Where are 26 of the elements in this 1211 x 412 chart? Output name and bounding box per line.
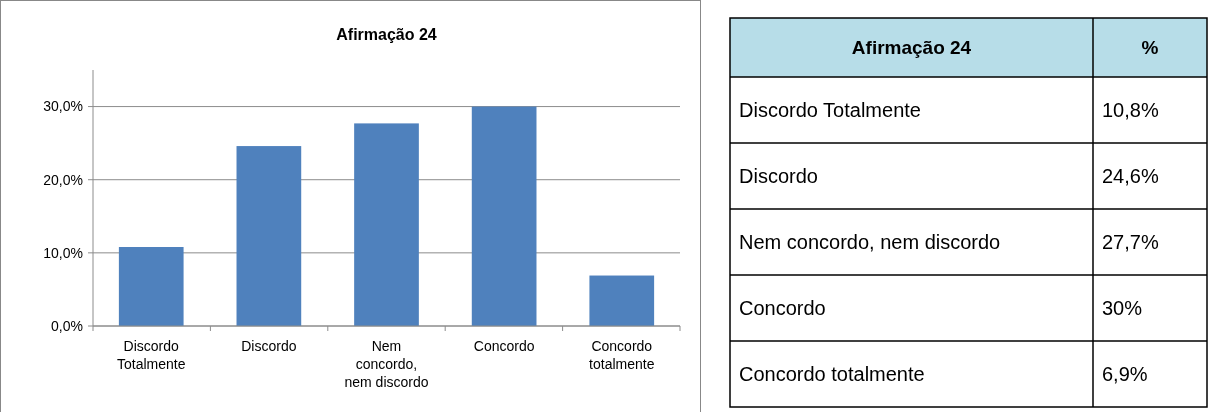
x-tick-label: Nem concordo, nem discordo: [344, 338, 429, 390]
x-tick-label: Discordo Totalmente: [116, 338, 186, 372]
bar: [354, 123, 419, 326]
text: 24,6%: [1102, 165, 1159, 187]
text: Concordo: [739, 297, 826, 319]
text: 27,7%: [1102, 231, 1159, 253]
text: Discordo Totalmente: [739, 99, 921, 121]
text: Discordo: [739, 165, 818, 187]
bar: [118, 247, 184, 326]
chart-title: Afirmação 24: [336, 26, 437, 43]
text: %: [1141, 37, 1159, 59]
y-tick-label: 20,0%: [43, 171, 83, 188]
x-tick-label: Discordo: [241, 338, 297, 354]
y-tick-label: 30,0%: [43, 98, 83, 115]
y-tick-label: 10,0%: [43, 244, 83, 261]
bar: [589, 275, 655, 326]
text: 30%: [1102, 297, 1143, 319]
x-tick-label: Concordo totalmente: [589, 338, 655, 372]
bar: [236, 146, 302, 326]
bar: [471, 106, 537, 326]
y-tick-label: 0,0%: [51, 317, 83, 334]
x-tick-label: Concordo: [473, 338, 535, 354]
text: Afirmação 24: [851, 37, 972, 59]
text: Nem concordo, nem discordo: [739, 231, 1001, 253]
text: 10,8%: [1102, 99, 1159, 121]
text: 6,9%: [1102, 363, 1148, 385]
